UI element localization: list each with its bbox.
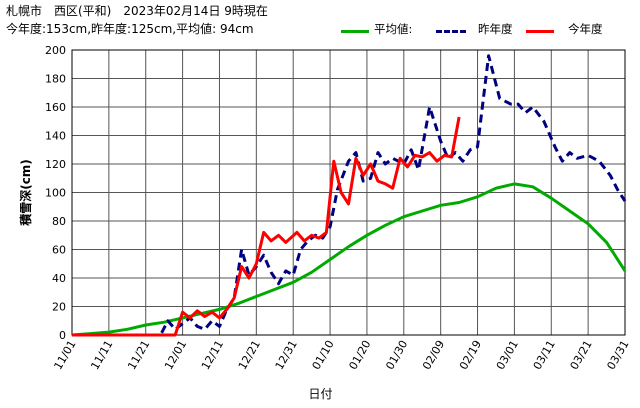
x-tick-label: 03/21 — [568, 338, 595, 372]
legend-this-year-swatch — [526, 30, 554, 33]
chart-subtitle: 今年度:153cm,昨年度:125cm,平均値: 94cm — [6, 22, 254, 36]
y-tick-label: 0 — [59, 329, 66, 342]
y-tick-label: 200 — [45, 44, 66, 57]
x-tick-label: 01/10 — [310, 338, 337, 372]
series-line-average — [71, 182, 627, 337]
x-tick-label: 12/01 — [162, 338, 189, 372]
x-tick-label: 02/09 — [420, 338, 447, 372]
x-tick-label: 11/11 — [88, 338, 115, 372]
y-tick-label: 160 — [45, 101, 66, 114]
x-tick-label: 11/01 — [51, 338, 78, 372]
y-tick-label: 80 — [52, 215, 66, 228]
x-tick-label: 12/31 — [273, 338, 300, 372]
x-tick-label: 12/11 — [199, 338, 226, 372]
x-tick-label: 03/11 — [531, 338, 558, 372]
x-tick-label: 11/21 — [125, 338, 152, 372]
x-tick-label: 02/19 — [457, 338, 484, 372]
series-line-last_year — [72, 54, 627, 337]
legend-average-swatch — [341, 30, 369, 33]
y-axis-label: 積雪深(cm) — [18, 159, 33, 227]
y-tick-label: 140 — [45, 130, 66, 143]
y-tick-label: 120 — [45, 158, 66, 171]
y-tick-label: 100 — [45, 187, 66, 200]
legend-last-year-label: 昨年度 — [478, 22, 513, 36]
x-tick-label: 01/30 — [383, 338, 410, 372]
legend-this-year-label: 今年度 — [568, 22, 603, 36]
legend-last-year-swatch — [436, 30, 466, 33]
y-tick-label: 20 — [52, 301, 66, 314]
y-tick-label: 180 — [45, 73, 66, 86]
x-tick-label: 01/20 — [346, 338, 373, 372]
series-line-this_year — [72, 116, 461, 337]
x-tick-label: 03/31 — [604, 338, 631, 372]
x-tick-label: 12/21 — [236, 338, 263, 372]
y-tick-label: 60 — [52, 244, 66, 257]
chart-title: 札幌市 西区(平和) 2023年02月14日 9時現在 — [6, 4, 268, 18]
plot-frame — [71, 49, 626, 336]
legend-average-label: 平均値: — [374, 22, 413, 36]
x-tick-label: 03/01 — [494, 338, 521, 372]
y-tick-label: 40 — [52, 272, 66, 285]
x-axis-label: 日付 — [308, 387, 332, 401]
